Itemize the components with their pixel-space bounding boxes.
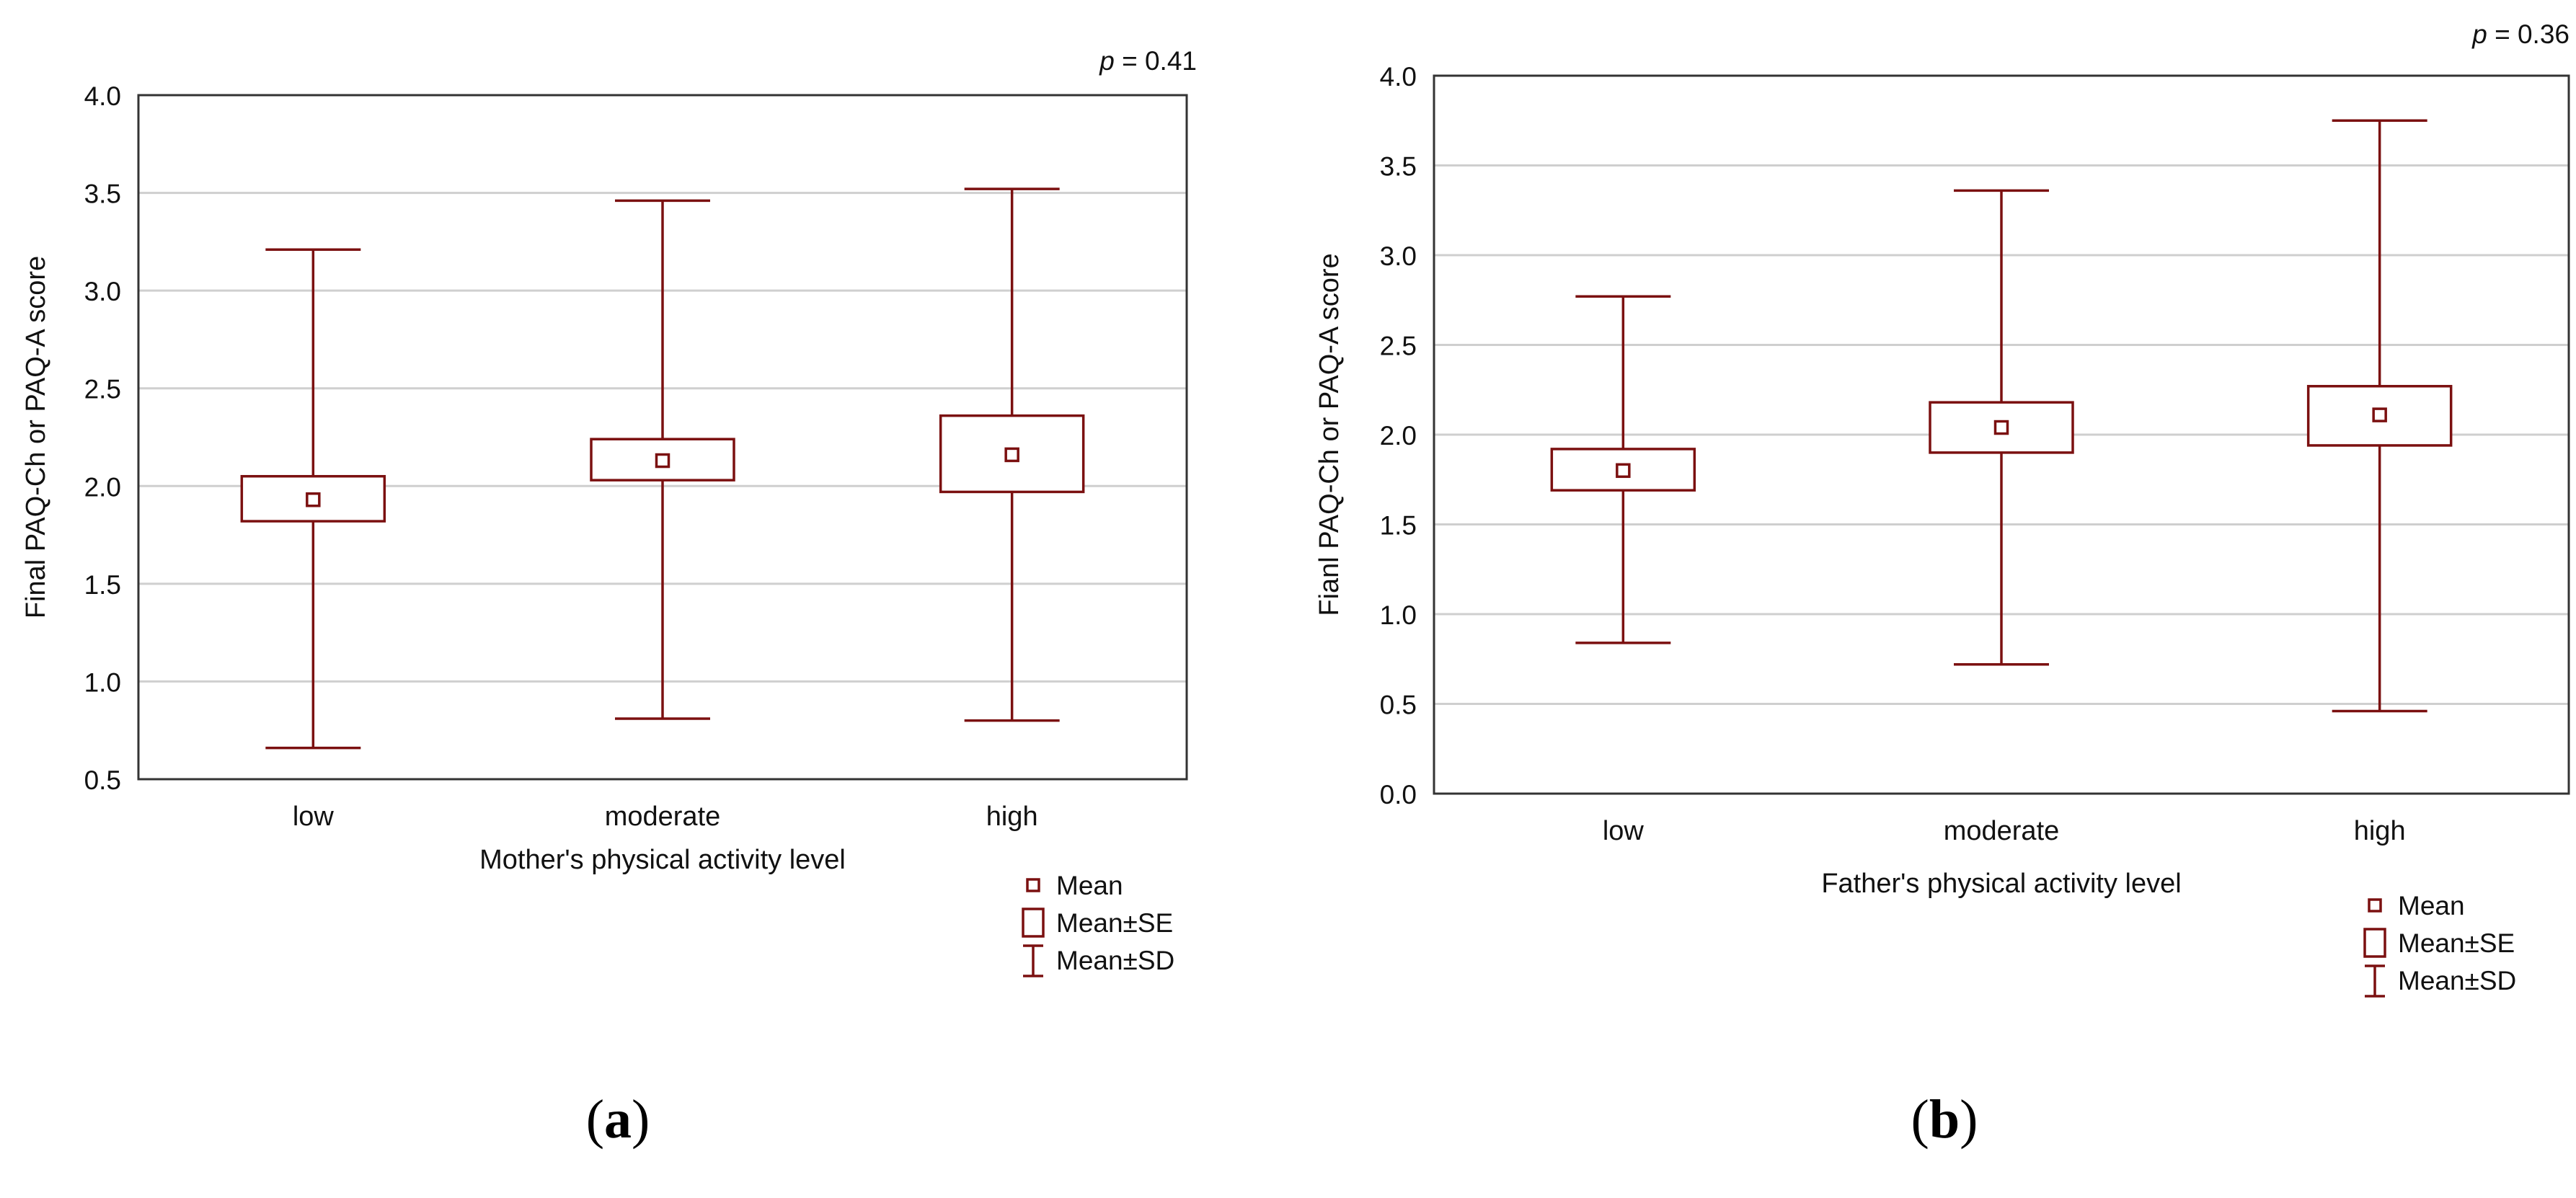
panel-b-yaxis-title: Fianl PAQ-Ch or PAQ-A score [1314, 253, 1345, 616]
panel-b-group-low [1550, 295, 1696, 644]
panel-b-caption: (b) [1872, 1092, 2017, 1147]
mean-marker [1616, 463, 1631, 479]
panel-b-ytick-label: 1.5 [1380, 511, 1417, 541]
panel-a-ytick-label: 2.0 [84, 472, 121, 502]
panel-a-xtick-label: high [986, 802, 1038, 832]
panel-a-caption: (a) [546, 1092, 690, 1147]
panel-a-ytick-label: 4.0 [84, 81, 121, 111]
legend-mean-symbol [1026, 878, 1040, 892]
panel-b-ytick-label: 0.0 [1380, 780, 1417, 809]
chart-panel-a: 0.5 1.0 1.5 2.0 2.5 3.0 3.5 4.0 low moderate high M… [21, 46, 1197, 977]
legend-sd-label: Mean±SD [1056, 946, 1174, 975]
pvalue-p-symbol: p [1099, 46, 1115, 76]
caption-a-open: ( [585, 1089, 604, 1150]
panel-b-ytick-label: 3.0 [1380, 241, 1417, 271]
legend-se-symbol [2363, 928, 2386, 958]
mean-marker [306, 492, 321, 507]
panel-b-group-high [2306, 119, 2453, 713]
panel-b-ytick-label: 4.0 [1380, 62, 1417, 92]
panel-b-xtick-label: low [1603, 816, 1645, 846]
panel-b-pvalue: p = 0.36 [2471, 19, 2570, 49]
panel-a-yaxis-title: Final PAQ-Ch or PAQ-A score [21, 256, 51, 618]
panel-a-ytick-label: 3.0 [84, 277, 121, 306]
mean-marker [1004, 447, 1019, 463]
panel-b-xaxis-title: Father's physical activity level [1821, 869, 2181, 899]
caption-b-letter: b [1929, 1089, 1960, 1150]
panel-a-xtick-label: low [293, 802, 335, 832]
panel-b-group-moderate [1929, 189, 2074, 666]
panel-a-ytick-label: 1.0 [84, 667, 121, 697]
caption-b-close: ) [1960, 1089, 1978, 1150]
panel-b-xtick-label: high [2354, 816, 2406, 846]
mean-marker [2372, 407, 2387, 422]
panel-a-ytick-label: 1.5 [84, 570, 121, 600]
legend-mean-symbol [2368, 898, 2382, 913]
legend-sd-label: Mean±SD [2398, 966, 2516, 995]
panel-a-legend: Mean Mean±SE Mean±SD [1022, 871, 1174, 977]
panel-a-group-low [240, 248, 386, 750]
panel-b-legend: Mean Mean±SE Mean±SD [2363, 891, 2516, 998]
pvalue-value: = 0.36 [2487, 19, 2570, 49]
panel-a-xtick-label: moderate [605, 802, 721, 832]
panel-b-ytick-label: 3.5 [1380, 152, 1417, 182]
chart-panel-b: 0.0 0.5 1.0 1.5 2.0 2.5 3.0 3.5 4.0 low moderate hi… [1314, 19, 2570, 998]
panel-a-pvalue: p = 0.41 [1099, 46, 1197, 76]
panel-b-ytick-label: 0.5 [1380, 691, 1417, 720]
panel-b-plot-frame [1433, 74, 2570, 795]
legend-mean-label: Mean [2398, 891, 2465, 920]
mean-marker [655, 453, 670, 469]
panel-a-group-moderate [590, 199, 735, 720]
legend-se-symbol [1022, 908, 1045, 938]
panel-a-plot-frame [137, 94, 1188, 781]
panel-b-xtick-label: moderate [1944, 816, 2060, 846]
panel-a-ytick-label: 0.5 [84, 766, 121, 795]
mean-marker [1993, 420, 2009, 435]
panel-b-ytick-label: 1.0 [1380, 600, 1417, 630]
legend-mean-label: Mean [1056, 871, 1123, 900]
panel-a-group-high [939, 187, 1085, 722]
pvalue-value: = 0.41 [1115, 46, 1197, 76]
caption-b-open: ( [1911, 1089, 1929, 1150]
panel-a-xaxis-title: Mother's physical activity level [479, 845, 846, 875]
caption-a-letter: a [604, 1089, 632, 1150]
legend-se-label: Mean±SE [2398, 928, 2515, 958]
caption-a-close: ) [632, 1089, 650, 1150]
legend-se-label: Mean±SE [1056, 908, 1173, 938]
panel-a-ytick-label: 2.5 [84, 375, 121, 404]
panel-a-ytick-label: 3.5 [84, 179, 121, 209]
pvalue-p-symbol: p [2471, 19, 2487, 49]
panel-b-ytick-label: 2.0 [1380, 421, 1417, 451]
panel-b-ytick-label: 2.5 [1380, 332, 1417, 361]
